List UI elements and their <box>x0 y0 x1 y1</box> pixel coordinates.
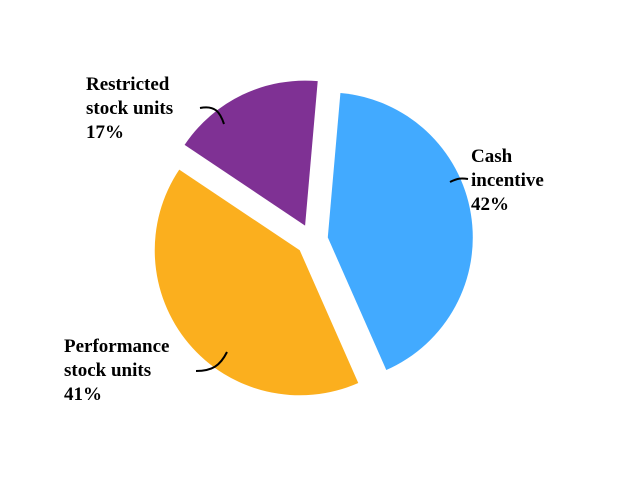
slice-name-line: stock units <box>64 360 151 381</box>
slice-label-0: Cash incentive 42% <box>471 146 544 215</box>
leader-line-0 <box>449 177 469 183</box>
slice-name-line: Restricted <box>86 74 170 95</box>
slice-name-line: Performance <box>64 336 170 357</box>
pie-slice-0 <box>327 92 473 371</box>
slice-value-label: 17% <box>86 122 124 143</box>
pie-slice-2 <box>184 80 318 226</box>
slice-label-1: Performance stock units 41% <box>64 336 170 405</box>
slice-name-line: stock units <box>86 98 173 119</box>
slice-label-2: Restricted stock units 17% <box>86 74 173 143</box>
slice-name-line: Cash <box>471 146 513 167</box>
pie-slice-1 <box>154 169 359 396</box>
leader-line-2 <box>199 106 225 125</box>
slice-name-line: incentive <box>471 170 544 191</box>
slice-value-label: 41% <box>64 384 102 405</box>
slice-value-label: 42% <box>471 194 509 215</box>
leader-line-1 <box>195 351 228 372</box>
